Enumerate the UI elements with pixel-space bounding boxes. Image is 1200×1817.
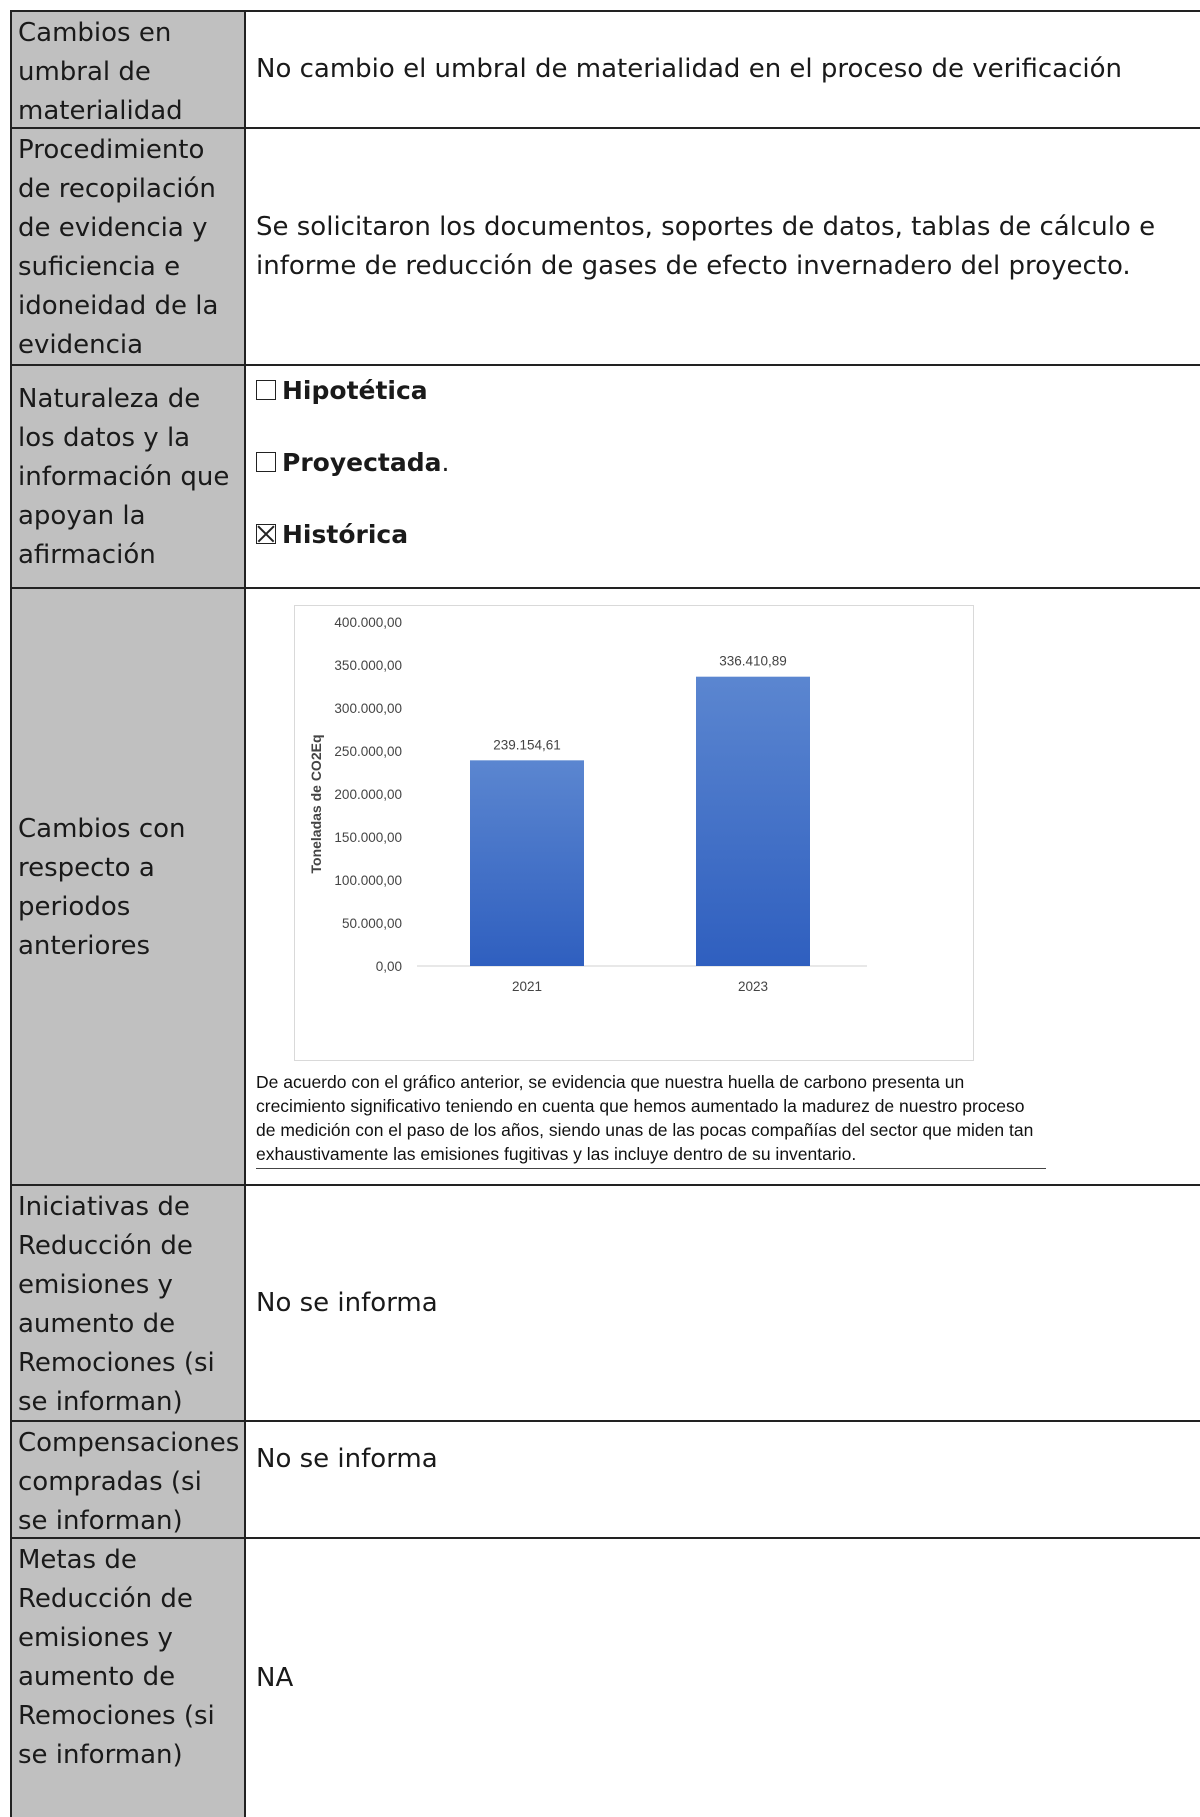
table-row: Procedimiento de recopilación de evidenc… bbox=[10, 127, 1200, 399]
row-label: Procedimiento de recopilación de evidenc… bbox=[10, 129, 246, 399]
option-suffix: . bbox=[441, 448, 450, 477]
table-row: Metas de Reducción de emisiones y aument… bbox=[10, 1537, 1200, 1817]
row-value: No cambio el umbral de materialidad en e… bbox=[256, 54, 1123, 84]
data-label: 336.410,89 bbox=[719, 654, 787, 669]
y-tick-label: 100.000,00 bbox=[334, 873, 402, 888]
row-options: Hipotética Proyectada. Histórica bbox=[246, 366, 1200, 587]
row-label: Compensaciones compradas (si se informan… bbox=[10, 1422, 246, 1537]
row-label: Naturaleza de los datos y la información… bbox=[10, 366, 246, 587]
y-tick-label: 300.000,00 bbox=[334, 701, 402, 716]
table-row: Naturaleza de los datos y la información… bbox=[10, 364, 1200, 587]
row-value: No se informa bbox=[256, 1287, 438, 1318]
y-tick-label: 350.000,00 bbox=[334, 658, 402, 673]
row-value: No se informa bbox=[246, 1422, 1200, 1537]
table-row: Compensaciones compradas (si se informan… bbox=[10, 1420, 1200, 1537]
x-tick-label: 2021 bbox=[512, 979, 542, 994]
option-label: Proyectada bbox=[282, 448, 442, 477]
y-tick-label: 0,00 bbox=[376, 959, 402, 974]
row-chart-cell: 0,00 50.000,00 100.000,00 150.000,00 200.000… bbox=[246, 589, 1200, 1184]
y-tick-label: 250.000,00 bbox=[334, 744, 402, 759]
row-value: NA bbox=[256, 1662, 294, 1693]
y-tick-label: 50.000,00 bbox=[342, 916, 402, 931]
y-tick-label: 150.000,00 bbox=[334, 830, 402, 845]
y-tick-label: 200.000,00 bbox=[334, 787, 402, 802]
option-hipotetica: Hipotética bbox=[256, 371, 428, 410]
option-label: Histórica bbox=[282, 520, 409, 549]
table-row: Iniciativas de Reducción de emisiones y … bbox=[10, 1184, 1200, 1420]
checkbox-unchecked-icon bbox=[256, 452, 276, 472]
bar bbox=[696, 676, 810, 966]
chart-frame: 0,00 50.000,00 100.000,00 150.000,00 200.000… bbox=[294, 605, 974, 1061]
checkbox-checked-icon bbox=[256, 524, 276, 544]
row-label: Iniciativas de Reducción de emisiones y … bbox=[10, 1186, 246, 1420]
data-label: 239.154,61 bbox=[493, 737, 561, 752]
row-label: Metas de Reducción de emisiones y aument… bbox=[10, 1539, 246, 1817]
table-row: Cambios en umbral de materialidad No cam… bbox=[10, 10, 1200, 127]
bar bbox=[470, 760, 584, 966]
option-historica: Histórica bbox=[256, 515, 408, 554]
table-row: Cambios con respecto a periodos anterior… bbox=[10, 587, 1200, 1184]
y-axis-label: Toneladas de CO2Eq bbox=[308, 735, 324, 874]
option-proyectada: Proyectada. bbox=[256, 443, 449, 482]
row-value: Se solicitaron los documentos, soportes … bbox=[256, 211, 1156, 281]
emissions-bar-chart: 0,00 50.000,00 100.000,00 150.000,00 200.000… bbox=[308, 615, 867, 994]
row-label: Cambios en umbral de materialidad bbox=[10, 12, 246, 127]
row-label: Cambios con respecto a periodos anterior… bbox=[10, 589, 246, 1184]
x-tick-label: 2023 bbox=[738, 979, 768, 994]
option-label: Hipotética bbox=[282, 376, 428, 405]
checkbox-unchecked-icon bbox=[256, 380, 276, 400]
row-value-text: No se informa bbox=[256, 1444, 438, 1474]
y-tick-label: 400.000,00 bbox=[334, 615, 402, 630]
chart-caption: De acuerdo con el gráfico anterior, se e… bbox=[256, 1070, 1046, 1169]
evidence-table: Cambios en umbral de materialidad No cam… bbox=[10, 10, 1200, 1817]
